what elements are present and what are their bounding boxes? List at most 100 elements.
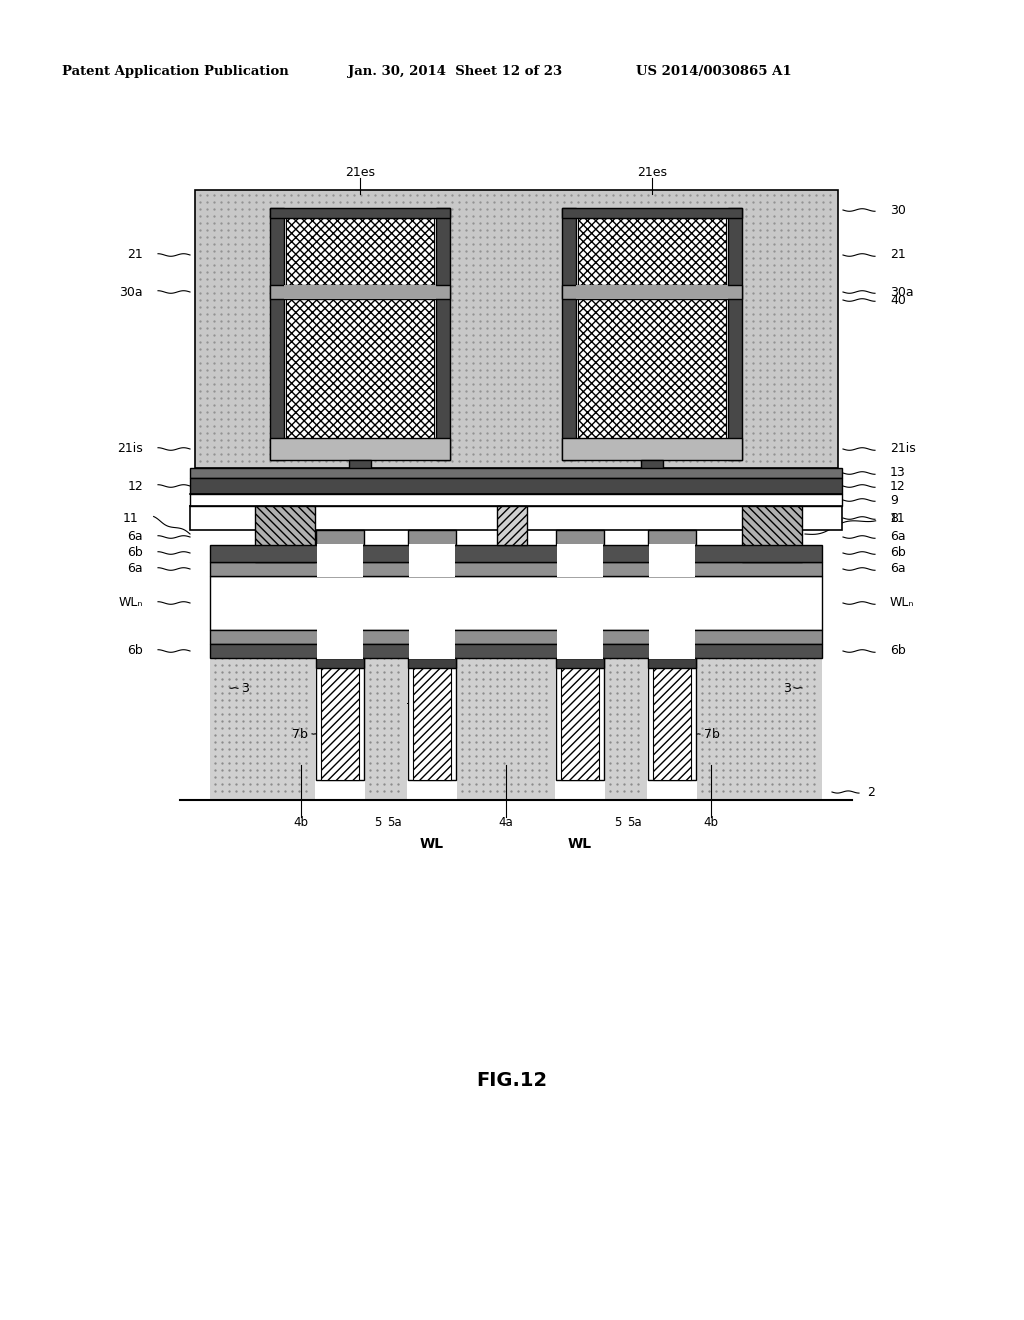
Text: 8: 8 [890,511,898,524]
Text: 6a: 6a [127,531,143,544]
Bar [409,544,455,564]
Text: 30a: 30a [890,285,913,298]
Text: US 2014/0030865 A1: US 2014/0030865 A1 [636,66,792,78]
Text: 21es: 21es [637,165,667,178]
Bar [210,576,822,630]
Text: 12: 12 [127,479,143,492]
Bar [562,209,575,459]
Bar [286,210,434,458]
Text: 3: 3 [783,681,791,694]
Bar [409,643,455,659]
Bar [284,209,436,459]
Bar [408,531,456,545]
Text: WLₙ: WLₙ [119,597,143,610]
Text: 13: 13 [890,466,906,479]
Text: WLₙ: WLₙ [890,597,914,610]
Text: 21es: 21es [345,165,375,178]
Text: 21: 21 [890,248,906,261]
Bar [562,285,742,300]
Bar [255,506,315,562]
Text: 6a: 6a [127,562,143,576]
Bar [557,630,603,645]
Bar [605,576,647,800]
Bar [210,545,822,562]
Bar [556,531,604,545]
Text: 2: 2 [867,785,874,799]
Bar [316,657,364,780]
Bar [408,657,456,668]
Text: WL: WL [568,837,592,851]
Bar [190,469,842,478]
Text: 40: 40 [890,293,906,306]
Text: 6b: 6b [127,644,143,657]
Text: FIG.12: FIG.12 [476,1071,548,1089]
Bar [270,438,450,459]
Bar [210,576,315,800]
Bar [557,544,603,564]
Text: 30a: 30a [120,285,143,298]
Bar [557,561,603,577]
Bar [562,438,742,459]
Text: 6a: 6a [890,531,905,544]
Text: 9: 9 [890,494,898,507]
Bar [561,663,599,780]
Text: 4b: 4b [703,816,719,829]
Bar [648,657,696,780]
Text: 21is: 21is [118,442,143,455]
Bar [284,285,436,300]
Bar [649,630,695,645]
Text: 5: 5 [614,816,622,829]
Bar [349,459,371,478]
Bar [578,210,726,458]
Text: 12: 12 [890,479,906,492]
Text: Patent Application Publication: Patent Application Publication [62,66,289,78]
Bar [270,285,450,300]
Bar [413,663,451,780]
Text: 21: 21 [127,248,143,261]
Text: 11: 11 [122,511,138,524]
Bar [321,663,359,780]
Bar [649,544,695,564]
Bar [457,576,555,800]
Bar [210,630,822,644]
Bar [316,531,364,545]
Bar [697,576,822,800]
Bar [648,657,696,668]
Bar [649,561,695,577]
Text: 4b: 4b [294,816,308,829]
Bar [365,576,407,800]
Text: 7b: 7b [292,727,308,741]
Text: 3: 3 [241,681,249,694]
Bar [436,209,450,459]
Bar [190,478,842,494]
Bar [575,209,728,459]
Bar [557,643,603,659]
Text: 30: 30 [890,203,906,216]
Bar [408,657,456,780]
Bar [497,506,527,545]
Bar [562,209,742,218]
Bar [641,459,663,478]
Text: 10: 10 [472,513,488,527]
Bar [316,657,364,668]
Bar [195,190,838,469]
Bar [210,562,822,576]
Bar [317,561,362,577]
Text: 6b: 6b [890,644,906,657]
Text: 6b: 6b [127,546,143,560]
Bar [742,506,802,562]
Bar [728,209,742,459]
Text: 6a: 6a [890,562,905,576]
Bar [270,209,450,218]
Text: 5a: 5a [387,816,401,829]
Bar [648,531,696,545]
Text: 7a: 7a [407,702,422,715]
Bar [653,663,691,780]
Text: 5a: 5a [627,816,641,829]
Text: Jan. 30, 2014  Sheet 12 of 23: Jan. 30, 2014 Sheet 12 of 23 [348,66,562,78]
Bar [190,494,842,506]
Bar [317,643,362,659]
Text: 5: 5 [375,816,382,829]
Bar [317,630,362,645]
Text: 11: 11 [890,511,906,524]
